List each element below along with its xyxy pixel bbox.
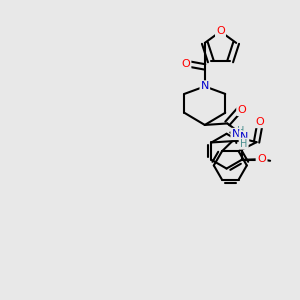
Text: O: O [257, 155, 266, 165]
Text: O: O [258, 154, 266, 164]
Text: H: H [237, 126, 244, 136]
Text: O: O [216, 26, 225, 37]
Text: N: N [240, 132, 248, 142]
Text: N: N [232, 129, 240, 139]
Text: O: O [182, 59, 190, 69]
Text: H: H [240, 139, 247, 149]
Text: N: N [201, 81, 209, 92]
Text: O: O [237, 105, 246, 115]
Text: O: O [255, 117, 264, 127]
